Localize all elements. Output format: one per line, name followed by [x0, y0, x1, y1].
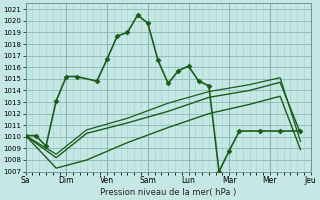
X-axis label: Pression niveau de la mer( hPa ): Pression niveau de la mer( hPa )	[100, 188, 236, 197]
